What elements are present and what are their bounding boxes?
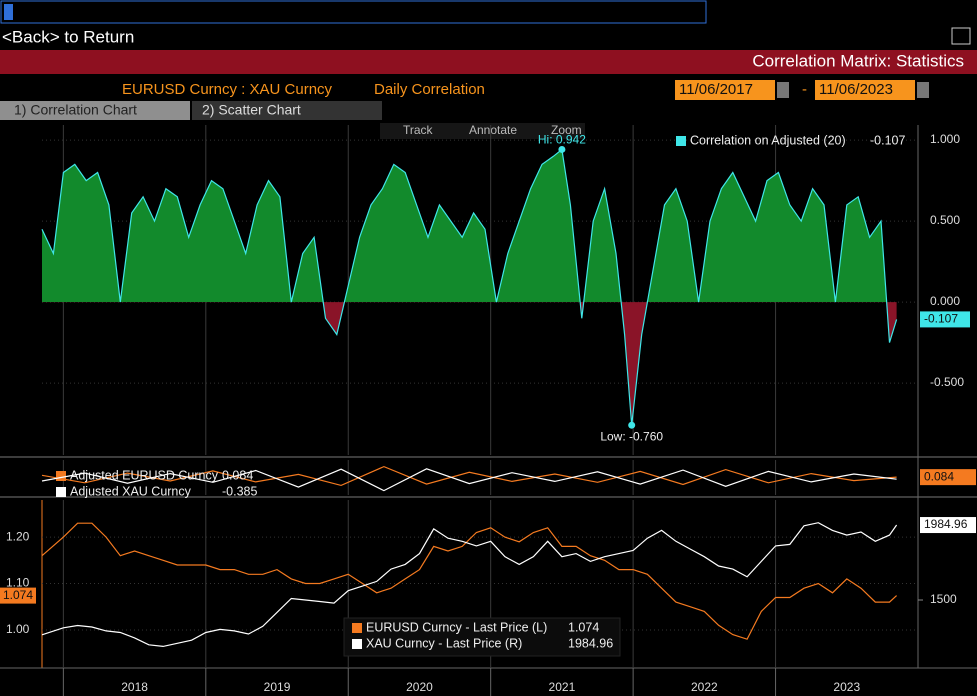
value-box	[0, 587, 36, 604]
y-tick-label: 1.000	[930, 132, 960, 146]
x-tick-label: 2022	[691, 680, 718, 694]
x-tick-label: 2021	[549, 680, 576, 694]
legend-swatch	[676, 136, 686, 146]
value-box-label: 1.074	[3, 588, 33, 602]
value-box-label: 0.084	[924, 469, 954, 483]
tab-label: 2) Scatter Chart	[202, 102, 301, 118]
y2-tick-label: 1500	[930, 592, 957, 606]
legend-value: -0.385	[222, 484, 257, 498]
x-tick-label: 2020	[406, 680, 433, 694]
back-link[interactable]: <Back> to Return	[2, 27, 134, 46]
x-tick-label: 2019	[264, 680, 291, 694]
legend-value: -0.107	[870, 133, 905, 147]
legend-swatch	[56, 487, 66, 497]
tab-active[interactable]	[0, 101, 190, 120]
y-tick-label: 1.00	[6, 622, 30, 636]
y-tick-label: -0.500	[930, 375, 964, 389]
end-date: 11/06/2023	[819, 81, 893, 98]
legend-label: XAU Curncy - Last Price (R)	[366, 636, 522, 650]
tab-label: 1) Correlation Chart	[14, 102, 137, 118]
value-box-label: -0.107	[924, 312, 958, 326]
legend-value: 1984.96	[568, 636, 613, 650]
annotation-marker	[558, 145, 566, 153]
calendar-icon[interactable]	[917, 82, 929, 98]
series-line	[41, 148, 898, 426]
start-date-box[interactable]	[675, 80, 775, 100]
x-tick-label: 2018	[121, 680, 148, 694]
annotation-label: Hi: 0.942	[538, 133, 586, 147]
legend-swatch	[56, 471, 66, 481]
calendar-icon[interactable]	[777, 82, 789, 98]
legend-swatch	[352, 623, 362, 633]
annotation-label: Low: -0.760	[600, 429, 663, 443]
tool-zoom[interactable]: Zoom	[551, 123, 582, 137]
mode: Daily Correlation	[374, 81, 485, 98]
area-positive	[42, 149, 887, 302]
y-tick-label: 1.20	[6, 529, 30, 543]
legend-label: Correlation on Adjusted (20)	[690, 133, 846, 147]
end-date-box[interactable]	[815, 80, 915, 100]
legend-label: EURUSD Curncy - Last Price (L)	[366, 620, 547, 634]
legend-value: 1.074	[568, 620, 599, 634]
title-bar	[0, 50, 977, 74]
securities: EURUSD Curncy : XAU Curncy	[122, 81, 333, 98]
series-line	[41, 468, 897, 492]
value-box	[920, 517, 976, 534]
y-tick-label: 1.10	[6, 576, 30, 590]
y-tick-label: 0.000	[930, 294, 960, 308]
legend-label: Adjusted XAU Curncy	[70, 484, 192, 498]
value-box	[920, 469, 976, 486]
command-input[interactable]	[0, 0, 707, 24]
value-box-label: 1984.96	[924, 517, 968, 531]
annotation-marker	[628, 421, 636, 429]
legend-box	[343, 617, 621, 657]
x-tick-label: 2023	[833, 680, 860, 694]
popout-icon[interactable]	[951, 27, 971, 45]
legend-swatch	[352, 639, 362, 649]
series-line	[41, 522, 898, 640]
start-date: 11/06/2017	[679, 81, 753, 98]
series-line	[41, 522, 898, 648]
value-box	[920, 311, 970, 328]
tool-track[interactable]: Track	[403, 123, 434, 137]
tab[interactable]	[192, 101, 382, 120]
cursor	[4, 4, 13, 20]
chart-toolbar	[380, 123, 585, 139]
series-line	[41, 465, 897, 487]
tool-annotate[interactable]: Annotate	[469, 123, 517, 137]
y-tick-label: 0.500	[930, 213, 960, 227]
date-separator: -	[802, 81, 807, 98]
page-title: Correlation Matrix: Statistics	[752, 51, 964, 70]
